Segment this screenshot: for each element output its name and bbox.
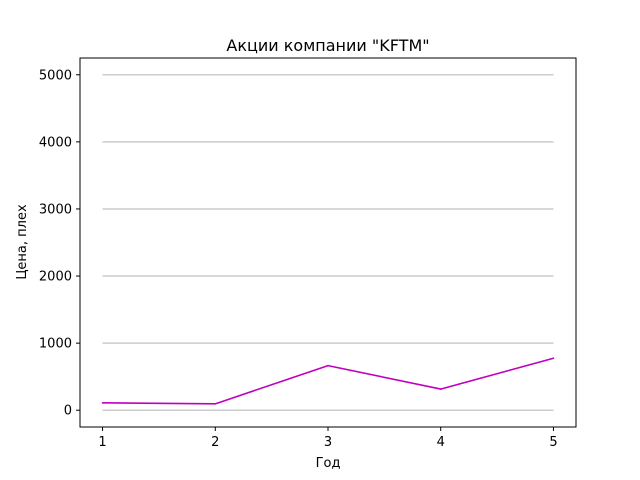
y-axis: 0 1000 2000 3000 4000 5000 <box>39 68 80 419</box>
x-tick-label: 1 <box>98 435 106 450</box>
y-tick-label: 3000 <box>39 202 72 217</box>
x-axis-label: Год <box>316 456 341 471</box>
data-point <box>552 357 555 360</box>
y-tick-label: 5000 <box>39 68 72 83</box>
x-tick-label: 5 <box>549 435 557 450</box>
y-tick-label: 1000 <box>39 337 72 352</box>
series-lines <box>101 357 555 405</box>
x-axis: 1 2 3 4 5 <box>98 427 558 450</box>
data-point <box>214 403 217 405</box>
y-tick-label: 2000 <box>39 270 72 285</box>
y-tick-label: 0 <box>64 404 72 419</box>
chart-title: Акции компании "KFTM" <box>226 36 429 55</box>
x-tick-label: 2 <box>211 435 219 450</box>
data-point <box>327 364 329 367</box>
y-tick-label: 4000 <box>39 135 72 150</box>
y-axis-label: Цена, плех <box>15 204 30 280</box>
y-grid <box>102 74 554 411</box>
x-tick-label: 4 <box>437 435 445 450</box>
x-tick-label: 3 <box>324 435 332 450</box>
data-point <box>439 388 442 390</box>
data-point <box>101 402 104 404</box>
